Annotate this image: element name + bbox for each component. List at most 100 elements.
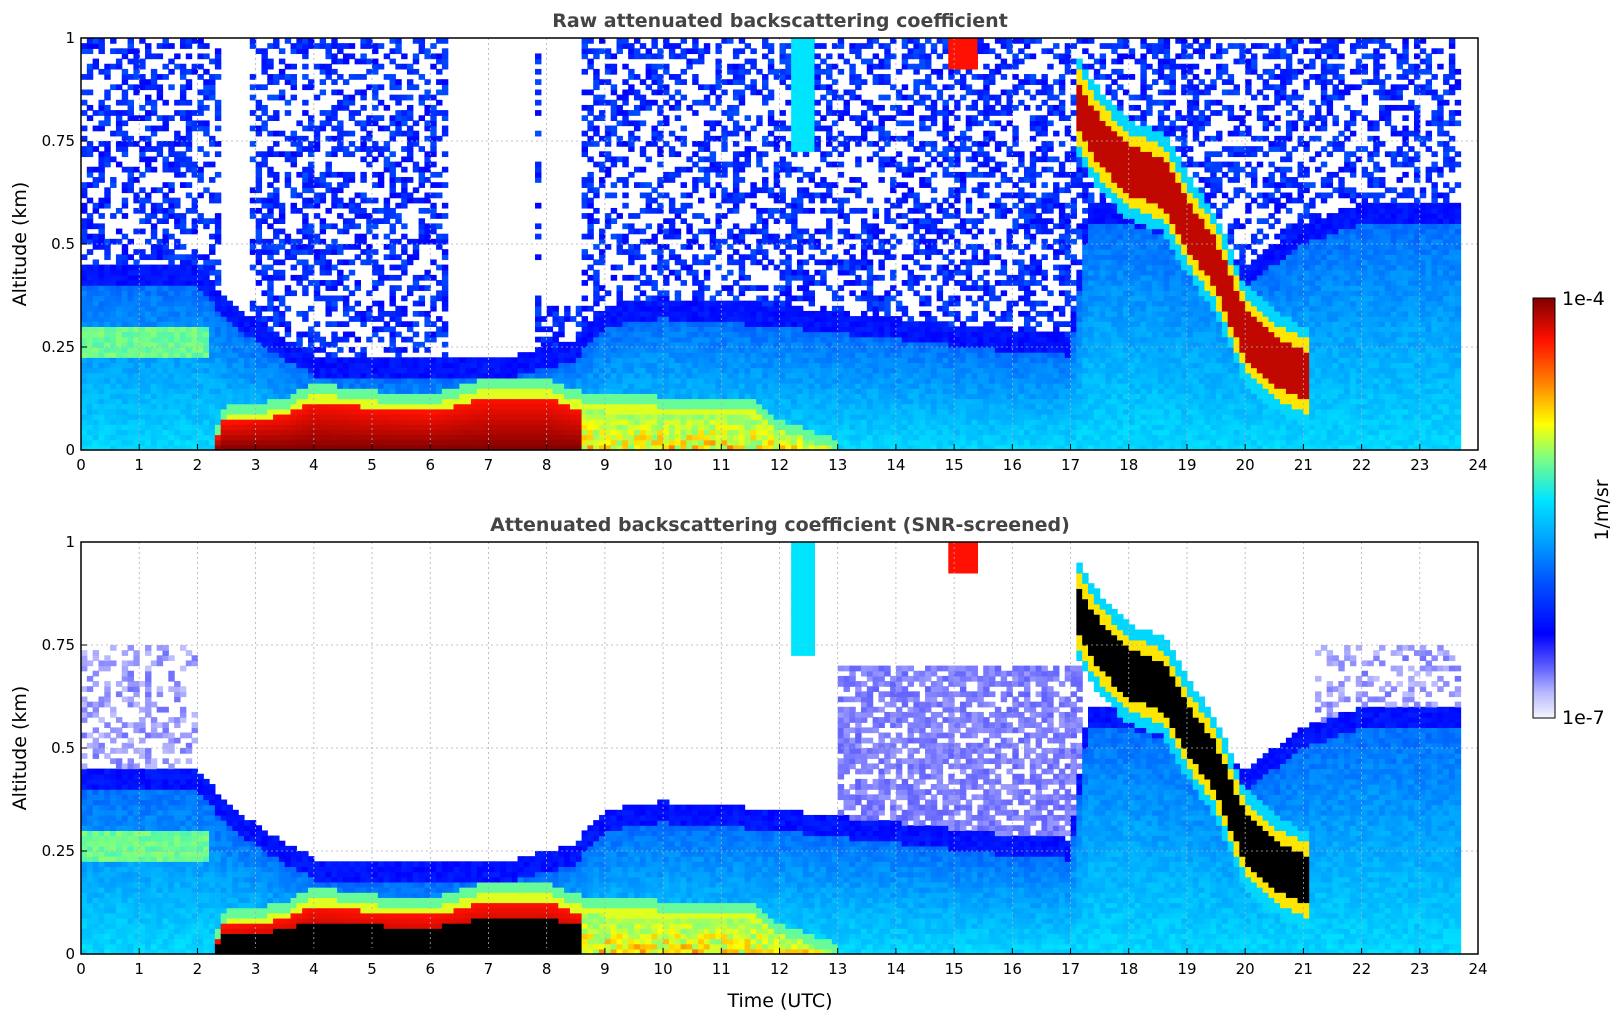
heatmap-cell [121, 244, 129, 250]
heatmap-cell [610, 84, 618, 91]
heatmap-cell [406, 68, 414, 75]
heatmap-cell [121, 285, 129, 291]
heatmap-cell [267, 367, 274, 374]
heatmap-cell [296, 336, 303, 343]
heatmap-cell [436, 424, 443, 430]
heatmap-cell [261, 321, 268, 327]
heatmap-cell [453, 403, 460, 410]
heatmap-cell [366, 38, 373, 44]
heatmap-cell [529, 403, 536, 410]
heatmap-cell [686, 429, 693, 436]
heatmap-cell [593, 388, 600, 394]
heatmap-cell [290, 367, 297, 374]
heatmap-cell [267, 326, 274, 333]
heatmap-cell [133, 84, 140, 91]
heatmap-cell [337, 213, 344, 219]
heatmap-cell [342, 300, 350, 307]
heatmap-cell [179, 439, 187, 446]
heatmap-cell [238, 429, 245, 436]
heatmap-cell [98, 177, 105, 183]
heatmap-cell [226, 347, 233, 353]
heatmap-cell [98, 424, 105, 430]
heatmap-cell [308, 444, 315, 451]
heatmap-cell [377, 398, 385, 405]
heatmap-cell [581, 321, 589, 327]
heatmap-cell [209, 295, 216, 302]
heatmap-cell [86, 372, 94, 379]
heatmap-cell [441, 79, 449, 85]
heatmap-cell [616, 295, 623, 302]
heatmap-cell [121, 213, 129, 219]
heatmap-cell [342, 58, 350, 65]
heatmap-cell [703, 177, 711, 183]
heatmap-cell [738, 367, 746, 374]
heatmap-cell [663, 444, 670, 451]
heatmap-cell [98, 104, 105, 111]
heatmap-cell [377, 171, 385, 178]
heatmap-cell [500, 372, 507, 379]
heatmap-cell [162, 182, 169, 188]
heatmap-cell [651, 125, 658, 132]
heatmap-cell [366, 244, 373, 250]
heatmap-cell [372, 58, 379, 65]
heatmap-cell [418, 310, 426, 317]
heatmap-cell [523, 429, 530, 436]
heatmap-cell [121, 367, 129, 374]
heatmap-cell [715, 444, 722, 451]
heatmap-cell [441, 300, 449, 307]
heatmap-cell [296, 43, 303, 49]
heatmap-cell [633, 362, 641, 369]
heatmap-cell [622, 367, 629, 374]
heatmap-cell [313, 388, 321, 394]
heatmap-cell [331, 341, 338, 348]
heatmap-cell [657, 202, 664, 209]
heatmap-cell [278, 316, 286, 322]
heatmap-cell [372, 156, 379, 163]
heatmap-cell [698, 326, 705, 333]
heatmap-cell [214, 362, 222, 369]
heatmap-cell [209, 269, 216, 276]
heatmap-cell [680, 326, 687, 333]
heatmap-cell [372, 388, 379, 394]
heatmap-cell [191, 444, 199, 451]
heatmap-cell [657, 388, 664, 394]
heatmap-cell [389, 48, 396, 55]
heatmap-cell [267, 419, 274, 425]
heatmap-cell [220, 300, 228, 307]
heatmap-cell [150, 341, 158, 348]
heatmap-cell [115, 372, 123, 379]
heatmap-cell [98, 357, 105, 364]
heatmap-cell [110, 130, 117, 137]
heatmap-cell [191, 439, 199, 446]
heatmap-cell [616, 94, 623, 101]
heatmap-cell [663, 419, 670, 425]
heatmap-cell [133, 393, 140, 400]
heatmap-cell [372, 218, 379, 224]
heatmap-cell [581, 331, 589, 338]
heatmap-cell [209, 280, 216, 286]
heatmap-cell [337, 130, 344, 137]
heatmap-cell [348, 151, 356, 158]
heatmap-cell [296, 429, 303, 436]
heatmap-cell [185, 259, 193, 266]
heatmap-cell [86, 413, 94, 420]
heatmap-cell [308, 79, 315, 85]
heatmap-cell [319, 413, 327, 420]
heatmap-cell [564, 316, 571, 322]
heatmap-cell [383, 388, 391, 394]
heatmap-cell [383, 161, 391, 168]
heatmap-cell [476, 408, 484, 415]
heatmap-cell [150, 223, 158, 230]
heatmap-cell [732, 413, 740, 420]
heatmap-cell [575, 403, 583, 410]
heatmap-cell [243, 336, 251, 343]
heatmap-cell [622, 310, 629, 317]
heatmap-cell [267, 357, 274, 364]
heatmap-cell [110, 110, 117, 116]
heatmap-cell [284, 367, 292, 374]
heatmap-cell [651, 233, 658, 240]
heatmap-cell [203, 264, 210, 271]
heatmap-cell [121, 182, 129, 188]
heatmap-cell [284, 439, 292, 446]
heatmap-cell [546, 310, 554, 317]
